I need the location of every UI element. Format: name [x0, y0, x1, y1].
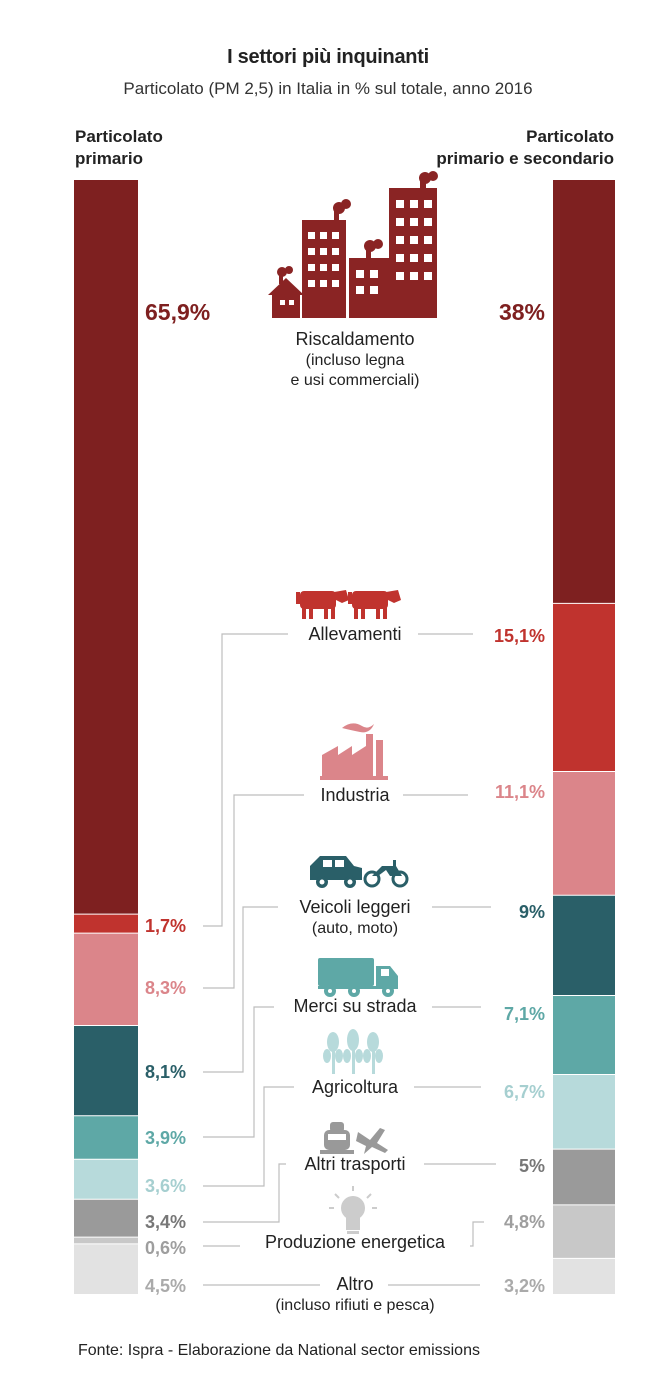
- left-value-label: 3,4%: [145, 1212, 186, 1232]
- leader-lines-layer: [203, 633, 496, 1286]
- left-bar-segment: [74, 1243, 138, 1294]
- factory-icon: [320, 723, 388, 780]
- left-value-label: 1,7%: [145, 916, 186, 936]
- sector-name-label: Merci su strada: [293, 996, 417, 1016]
- sector-name-label: Allevamenti: [308, 624, 401, 644]
- train-icon: [320, 1122, 354, 1154]
- leader-line: [470, 1221, 484, 1247]
- leader-line: [203, 1163, 286, 1223]
- car-motorbike-icon: [310, 856, 409, 888]
- sector-name-label: Riscaldamento: [295, 329, 414, 349]
- right-bar-segment: [553, 180, 615, 604]
- right-bar-segment: [553, 771, 615, 896]
- sector-name-label: Veicoli leggeri: [299, 897, 410, 917]
- chart-subtitle: Particolato (PM 2,5) in Italia in % sul …: [123, 79, 533, 98]
- left-value-label: 3,6%: [145, 1176, 186, 1196]
- left-header-line-2: primario: [75, 149, 144, 168]
- factory-city-icon: [268, 171, 438, 318]
- left-bar-segment: [74, 1237, 138, 1244]
- motorbike-icon: [363, 860, 409, 888]
- leader-line: [203, 1006, 274, 1138]
- train-plane-icon: [320, 1122, 388, 1154]
- sector-name-label: Altri trasporti: [304, 1154, 405, 1174]
- cow-icon: [348, 590, 401, 619]
- right-value-label: 38%: [499, 299, 545, 325]
- plane-icon: [356, 1128, 388, 1154]
- sector-subtitle-label: e usi commerciali): [291, 372, 420, 389]
- right-bar-segment: [553, 1074, 615, 1150]
- right-bar-segment: [553, 603, 615, 772]
- sector-subtitle-label: (incluso legna: [306, 352, 405, 369]
- car-icon: [310, 856, 362, 888]
- left-bar-segment: [74, 180, 138, 915]
- chart-title: I settori più inquinanti: [227, 46, 429, 68]
- right-bar-segment: [553, 1204, 615, 1259]
- leader-line: [203, 906, 278, 1073]
- right-value-label: 4,8%: [504, 1212, 545, 1232]
- left-value-label: 4,5%: [145, 1276, 186, 1296]
- right-column-header: Particolato primario e secondario: [436, 126, 614, 170]
- right-header-line-2: primario e secondario: [436, 149, 614, 168]
- left-bar-segment: [74, 1159, 138, 1200]
- sector-name-label: Altro: [336, 1274, 373, 1294]
- bars-layer: [74, 180, 615, 1294]
- sector-subtitle-label: (auto, moto): [312, 920, 398, 937]
- icons-layer: [268, 171, 438, 1234]
- left-value-label: 65,9%: [145, 299, 210, 325]
- left-bar-segment: [74, 933, 138, 1026]
- left-header-line-1: Particolato: [75, 127, 163, 146]
- right-value-label: 6,7%: [504, 1082, 545, 1102]
- right-value-label: 9%: [519, 902, 545, 922]
- right-value-label: 11,1%: [495, 782, 545, 802]
- left-bar-segment: [74, 1025, 138, 1116]
- wheat-icon: [323, 1029, 383, 1074]
- right-bar-segment: [553, 1258, 615, 1294]
- source-note: Fonte: Ispra - Elaborazione da National …: [78, 1342, 480, 1359]
- left-value-label: 8,3%: [145, 978, 186, 998]
- right-header-line-1: Particolato: [526, 127, 614, 146]
- left-value-label: 3,9%: [145, 1128, 186, 1148]
- right-value-label: 5%: [519, 1156, 545, 1176]
- sector-name-label: Industria: [320, 785, 390, 805]
- left-value-label: 8,1%: [145, 1062, 186, 1082]
- left-column-header: Particolato primario: [75, 126, 163, 170]
- right-value-label: 7,1%: [504, 1004, 545, 1024]
- right-bar-segment: [553, 995, 615, 1075]
- leader-line: [203, 633, 288, 927]
- sector-subtitle-label: (incluso rifiuti e pesca): [275, 1297, 434, 1314]
- right-value-label: 3,2%: [504, 1276, 545, 1296]
- sector-name-label: Agricoltura: [312, 1077, 399, 1097]
- labels-layer: 65,9% 1,7% 8,3% 8,1% 3,9% 3,6% 3,4% 0,6% 4,5% 38%…: [145, 299, 545, 1314]
- left-value-label: 0,6%: [145, 1238, 186, 1258]
- leader-line: [203, 1086, 294, 1187]
- left-bar-segment: [74, 914, 138, 934]
- lightbulb-icon: [329, 1186, 377, 1234]
- sector-name-label: Produzione energetica: [265, 1232, 446, 1252]
- truck-icon: [318, 958, 398, 997]
- leader-line: [203, 794, 304, 989]
- right-bar-segment: [553, 895, 615, 996]
- cow-icon: [296, 590, 349, 619]
- left-bar-segment: [74, 1199, 138, 1238]
- right-bar-segment: [553, 1149, 615, 1205]
- right-value-label: 15,1%: [494, 626, 545, 646]
- left-bar-segment: [74, 1115, 138, 1160]
- cows-icon: [296, 590, 401, 619]
